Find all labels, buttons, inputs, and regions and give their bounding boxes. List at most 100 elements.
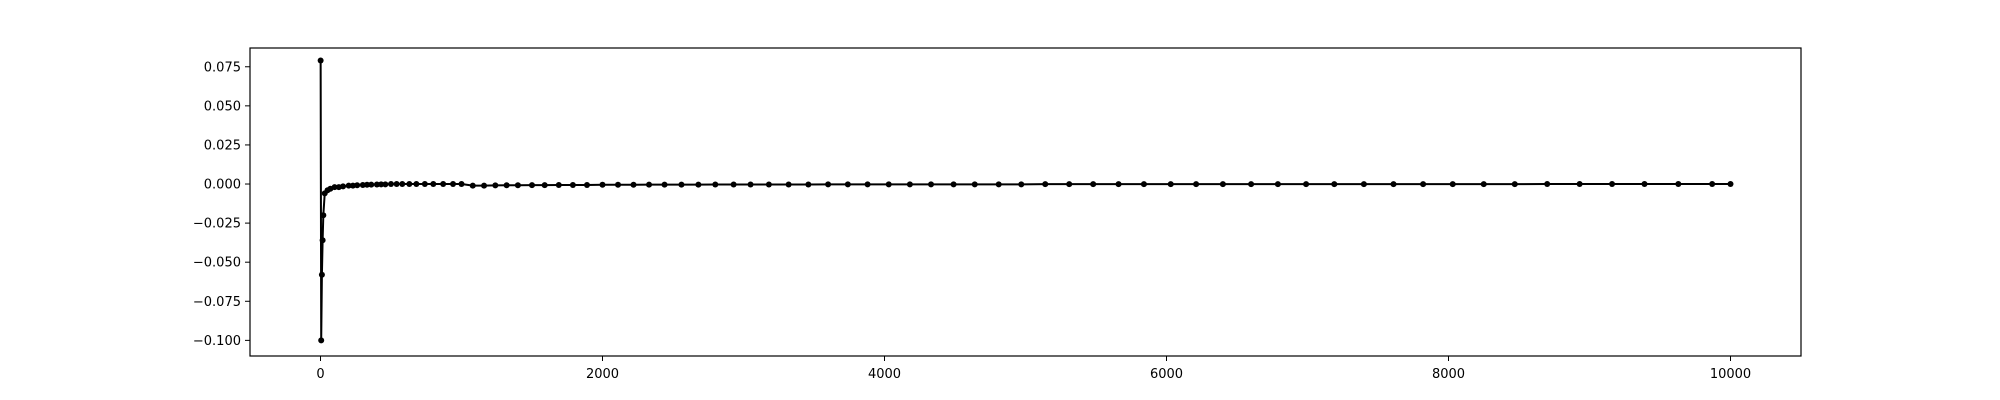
data-point (354, 182, 361, 189)
data-point (695, 181, 702, 188)
data-point (971, 181, 978, 188)
data-point (1449, 181, 1456, 188)
data-point (1480, 181, 1487, 188)
data-point (1511, 181, 1518, 188)
data-point (320, 212, 327, 219)
data-point (1675, 181, 1682, 188)
data-point (583, 181, 590, 188)
data-point (359, 181, 366, 188)
series-layer (317, 57, 1734, 344)
data-point (340, 183, 347, 190)
data-point (541, 182, 548, 189)
data-point (906, 181, 913, 188)
data-point (529, 182, 535, 189)
data-point (393, 181, 400, 188)
data-point (1115, 181, 1122, 188)
data-point (399, 181, 406, 188)
data-point (885, 181, 892, 188)
data-point (364, 181, 371, 188)
y-tick-label: 0.000 (204, 178, 241, 193)
data-point (440, 181, 447, 188)
data-point (825, 181, 832, 188)
data-point (413, 181, 420, 188)
data-point (1390, 181, 1397, 188)
data-point (730, 181, 737, 188)
data-point (331, 184, 338, 191)
x-tick-label: 6000 (1150, 367, 1183, 382)
y-tick-label: 0.025 (204, 138, 241, 153)
data-point (1576, 181, 1583, 188)
data-point (995, 181, 1002, 188)
data-point (1219, 181, 1226, 188)
data-point (406, 181, 413, 188)
x-tick-label: 8000 (1432, 367, 1465, 382)
data-point (1167, 181, 1174, 188)
data-point (1609, 181, 1616, 188)
data-point (430, 181, 437, 188)
data-point (1018, 181, 1025, 188)
data-point (844, 181, 851, 188)
x-tick-label: 0 (316, 367, 324, 382)
data-point (388, 181, 394, 188)
data-point (378, 181, 385, 188)
data-point (373, 181, 380, 188)
data-point (1641, 181, 1648, 188)
data-point (450, 181, 457, 188)
data-point (1709, 181, 1716, 188)
data-point (421, 181, 428, 188)
data-point (785, 181, 792, 188)
data-point (747, 181, 754, 188)
data-point (646, 181, 653, 188)
plot-frame (249, 47, 1802, 357)
x-tick-label: 4000 (868, 367, 901, 382)
data-point (555, 181, 562, 188)
data-point (1544, 181, 1551, 188)
data-point (1066, 181, 1073, 188)
data-point (805, 181, 812, 188)
data-point (1248, 181, 1255, 188)
data-point (615, 181, 622, 188)
data-point (1193, 181, 1200, 188)
y-tick-label: 0.050 (204, 99, 241, 114)
data-point (481, 182, 488, 189)
data-point (469, 182, 476, 189)
data-point (765, 181, 772, 188)
data-point (1727, 181, 1734, 188)
data-point (318, 271, 325, 278)
y-tick-label: −0.100 (193, 334, 241, 349)
data-point (514, 182, 521, 189)
data-point (1420, 181, 1427, 188)
data-point (569, 181, 576, 188)
data-point (318, 337, 325, 344)
y-tick-label: −0.075 (193, 295, 241, 310)
data-point (950, 181, 957, 188)
data-point (458, 181, 465, 188)
data-point (1331, 181, 1338, 188)
data-point (503, 182, 510, 189)
x-tick-label: 2000 (586, 367, 619, 382)
data-point (928, 181, 935, 188)
data-point (319, 237, 326, 244)
data-point (661, 181, 668, 188)
data-point (630, 181, 637, 188)
y-tick-label: −0.050 (193, 256, 241, 271)
y-tick-label: −0.025 (193, 217, 241, 232)
data-point (368, 181, 375, 188)
data-point (317, 57, 324, 64)
data-point (1042, 181, 1049, 188)
data-point (345, 182, 352, 189)
data-point (1274, 181, 1281, 188)
data-point (1140, 181, 1147, 188)
x-tick-label: 10000 (1710, 367, 1751, 382)
y-tick-label: 0.075 (204, 60, 241, 75)
x-axis: 0 2000 4000 6000 8000 10000 (316, 356, 1751, 382)
data-point (1090, 181, 1097, 188)
data-point (712, 181, 719, 188)
y-axis: 0.075 0.050 0.025 0.000 −0.025 −0.050 −0.075 −0… (193, 60, 250, 349)
data-point (1360, 181, 1367, 188)
data-point (864, 181, 871, 188)
data-point (382, 181, 389, 188)
data-point (492, 182, 499, 189)
